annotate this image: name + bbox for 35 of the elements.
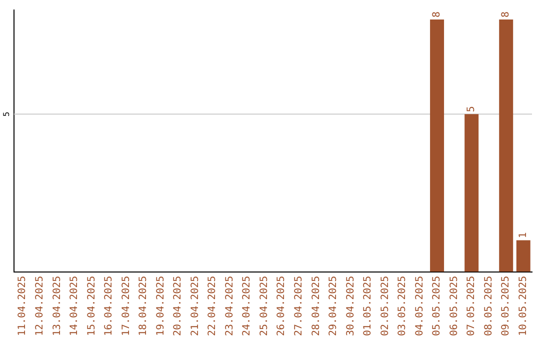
x-tick-label: 02.05.2025 [380,276,391,336]
x-tick-label: 21.04.2025 [190,276,201,336]
x-tick-label: 25.04.2025 [258,276,270,336]
x-tick-label: 14.04.2025 [69,276,80,336]
x-tick-label: 07.05.2025 [466,276,478,336]
x-tick-label: 05.05.2025 [432,276,443,336]
data-label: 5 [466,106,478,112]
x-tick-label: 13.04.2025 [52,276,63,336]
x-tick-label: 16.04.2025 [104,276,115,336]
x-tick-label: 24.04.2025 [242,276,253,336]
data-label: 1 [518,232,529,238]
ref-line-label: 5 [2,112,12,116]
x-tick-label: 10.05.2025 [518,276,529,336]
data-label: 8 [500,11,512,18]
x-tick-label: 04.05.2025 [414,276,426,336]
x-tick-label: 20.04.2025 [172,276,184,336]
x-tick-label: 23.04.2025 [224,276,236,336]
data-label: 8 [432,11,443,18]
x-tick-label: 17.04.2025 [120,276,132,336]
x-tick-label: 12.04.2025 [34,276,46,336]
x-tick-label: 19.04.2025 [155,276,166,336]
x-tick-label: 11.04.2025 [17,276,28,336]
x-tick-label: 06.05.2025 [448,276,460,336]
x-tick-label: 27.04.2025 [293,276,304,336]
x-tick-label: 26.04.2025 [276,276,288,336]
x-tick-label: 08.05.2025 [483,276,494,336]
x-tick-label: 18.04.2025 [138,276,150,336]
x-tick-label: 09.05.2025 [500,276,512,336]
x-tick-label: 28.04.2025 [310,276,322,336]
x-tick-label: 22.04.2025 [207,276,218,336]
x-tick-label: 29.04.2025 [328,276,340,336]
x-tick-label: 03.05.2025 [397,276,408,336]
x-tick-label: 01.05.2025 [362,276,374,336]
x-tick-label: 30.04.2025 [345,276,356,336]
x-tick-label: 15.04.2025 [86,276,98,336]
